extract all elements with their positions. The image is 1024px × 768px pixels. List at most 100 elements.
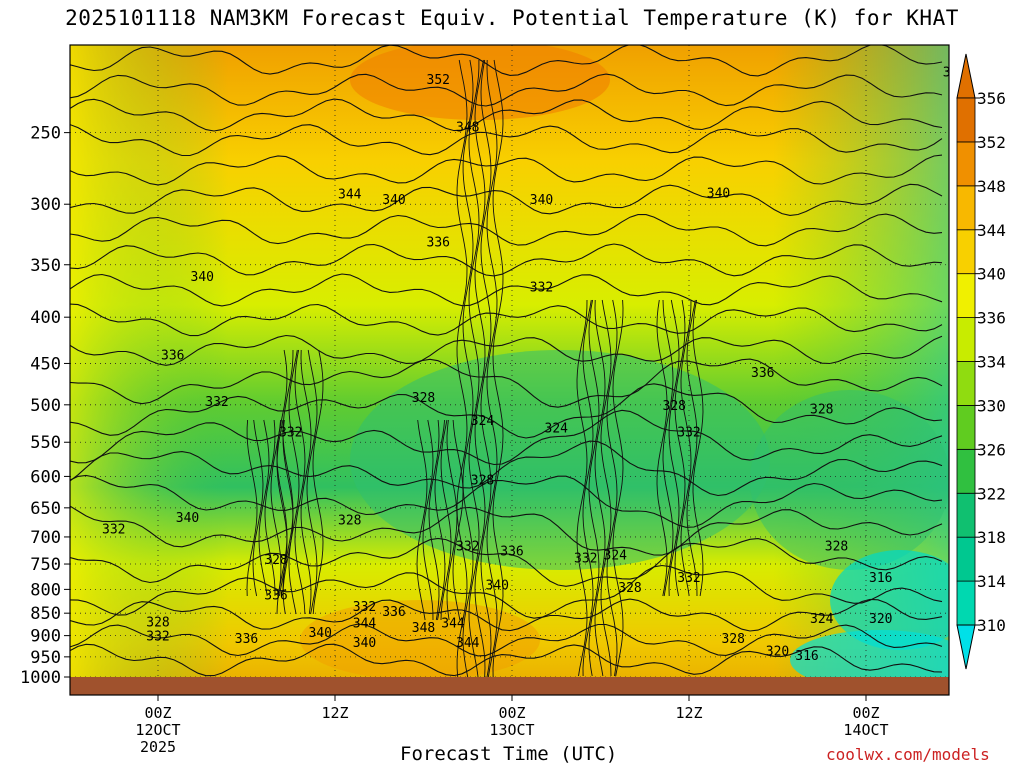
moist-region xyxy=(750,390,949,570)
contour-label: 328 xyxy=(412,391,435,406)
y-tick-label: 650 xyxy=(30,499,61,519)
x-tick-label: 12Z xyxy=(675,704,702,722)
contour-line xyxy=(70,45,943,77)
colorbar-label: 318 xyxy=(977,528,1006,547)
contour-label: 348 xyxy=(0,49,22,64)
colorbar-label: 344 xyxy=(977,221,1006,240)
contour-label: 340 xyxy=(486,578,509,593)
contour-line xyxy=(70,183,943,216)
contour-line xyxy=(70,537,943,587)
contour-label: 344 xyxy=(441,616,465,631)
colorbar-label: 334 xyxy=(977,353,1006,372)
x-axis-label: Forecast Time (UTC) xyxy=(400,743,618,765)
contour-line xyxy=(582,299,594,677)
contour-line xyxy=(70,303,943,337)
x-tick-label: 12Z xyxy=(321,704,348,722)
y-tick-label: 800 xyxy=(30,580,61,600)
plot-area: 348 352 348 348 344 344 340 340 340 336 332 340 336 3… xyxy=(0,45,966,695)
colorbar-segment xyxy=(956,229,976,275)
contour-line xyxy=(70,474,943,528)
contour-line xyxy=(440,419,452,621)
contour-label: 324 xyxy=(545,422,569,437)
contour-line xyxy=(656,299,668,597)
contour-label: 348 xyxy=(456,120,479,135)
contour-line xyxy=(468,60,480,685)
contour-label: 336 xyxy=(382,605,405,620)
x-tick-label: 00Z xyxy=(852,704,879,722)
x-tick-label: 2025 xyxy=(140,738,176,756)
x-tick-label: 00Z xyxy=(144,704,171,722)
contour-line xyxy=(306,349,318,615)
contour-line xyxy=(70,564,943,619)
ground-bar xyxy=(70,677,949,695)
contour-label: 340 xyxy=(353,636,376,651)
colorbar-segment xyxy=(956,185,976,231)
y-tick-label: 500 xyxy=(30,396,61,416)
contour-line xyxy=(474,59,486,685)
contour-line xyxy=(294,349,306,615)
colorbar-segment xyxy=(956,492,976,538)
contour-line xyxy=(70,124,943,157)
contour-line xyxy=(446,419,458,621)
plot-frame xyxy=(69,44,950,696)
contour-label: 340 xyxy=(707,186,730,201)
contour-label: 320 xyxy=(766,645,789,660)
contour-line xyxy=(462,59,474,685)
x-tick-label: 14OCT xyxy=(843,721,888,739)
contour-line xyxy=(680,299,692,597)
contour-label: 328 xyxy=(722,632,745,647)
chart-title: 2025101118 NAM3KM Forecast Equiv. Potent… xyxy=(65,6,959,30)
colorbar-label: 356 xyxy=(977,89,1006,108)
contour-label: 324 xyxy=(810,612,834,627)
contour-line xyxy=(70,243,943,277)
contour-line xyxy=(486,59,498,685)
cold-region xyxy=(790,630,949,690)
y-tick-label: 850 xyxy=(30,604,61,624)
colorbar-segment xyxy=(956,361,976,406)
y-tick-label: 450 xyxy=(30,354,61,374)
contour-label: 324 xyxy=(604,548,628,563)
contour-line xyxy=(70,334,943,366)
contour-line xyxy=(674,299,686,597)
contour-line xyxy=(270,419,282,597)
contour-lines xyxy=(70,45,943,685)
contour-line xyxy=(416,419,428,621)
y-tick-label: 400 xyxy=(30,308,61,328)
contour-label: 332 xyxy=(677,571,700,586)
y-tick-label: 950 xyxy=(30,648,61,668)
contour-label: 340 xyxy=(309,626,332,641)
contour-line xyxy=(422,419,434,621)
colorbar-max-arrow xyxy=(956,53,976,99)
warm-region xyxy=(300,600,540,680)
contour-line xyxy=(70,440,943,497)
y-tick-label: 300 xyxy=(30,195,61,215)
contour-line xyxy=(252,419,264,597)
contour-label: 336 xyxy=(264,588,287,603)
contour-line xyxy=(70,505,943,556)
contour-label: 340 xyxy=(176,511,199,526)
contour-label: 340 xyxy=(382,193,405,208)
x-tick-label: 13OCT xyxy=(489,721,534,739)
colorbar-segment xyxy=(956,448,976,494)
contour-label: 336 xyxy=(751,366,774,381)
colorbar-label: 310 xyxy=(977,616,1006,635)
contour-label: 344 xyxy=(353,616,377,631)
colorbar: 310 314 318 322 326 330 334 336 340 344 348 352 356 xyxy=(956,53,1006,670)
contour-line xyxy=(692,299,704,597)
y-tick-label: 250 xyxy=(30,124,61,144)
y-tick-label: 550 xyxy=(30,433,61,453)
y-tick-label: 900 xyxy=(30,627,61,647)
contour-label: 328 xyxy=(810,403,833,418)
contour-label: 320 xyxy=(869,612,892,627)
contour-line xyxy=(456,59,468,685)
contour-line xyxy=(70,623,943,657)
contour-label: 336 xyxy=(500,545,523,560)
contour-labels: 348 352 348 348 344 344 340 340 340 336 332 340 336 3… xyxy=(0,49,966,664)
contour-line xyxy=(480,59,492,685)
contour-label: 340 xyxy=(191,270,214,285)
colorbar-segment xyxy=(956,97,976,143)
contour-line xyxy=(686,299,698,597)
contour-label: 348 xyxy=(943,66,966,81)
contour-line xyxy=(600,299,612,677)
